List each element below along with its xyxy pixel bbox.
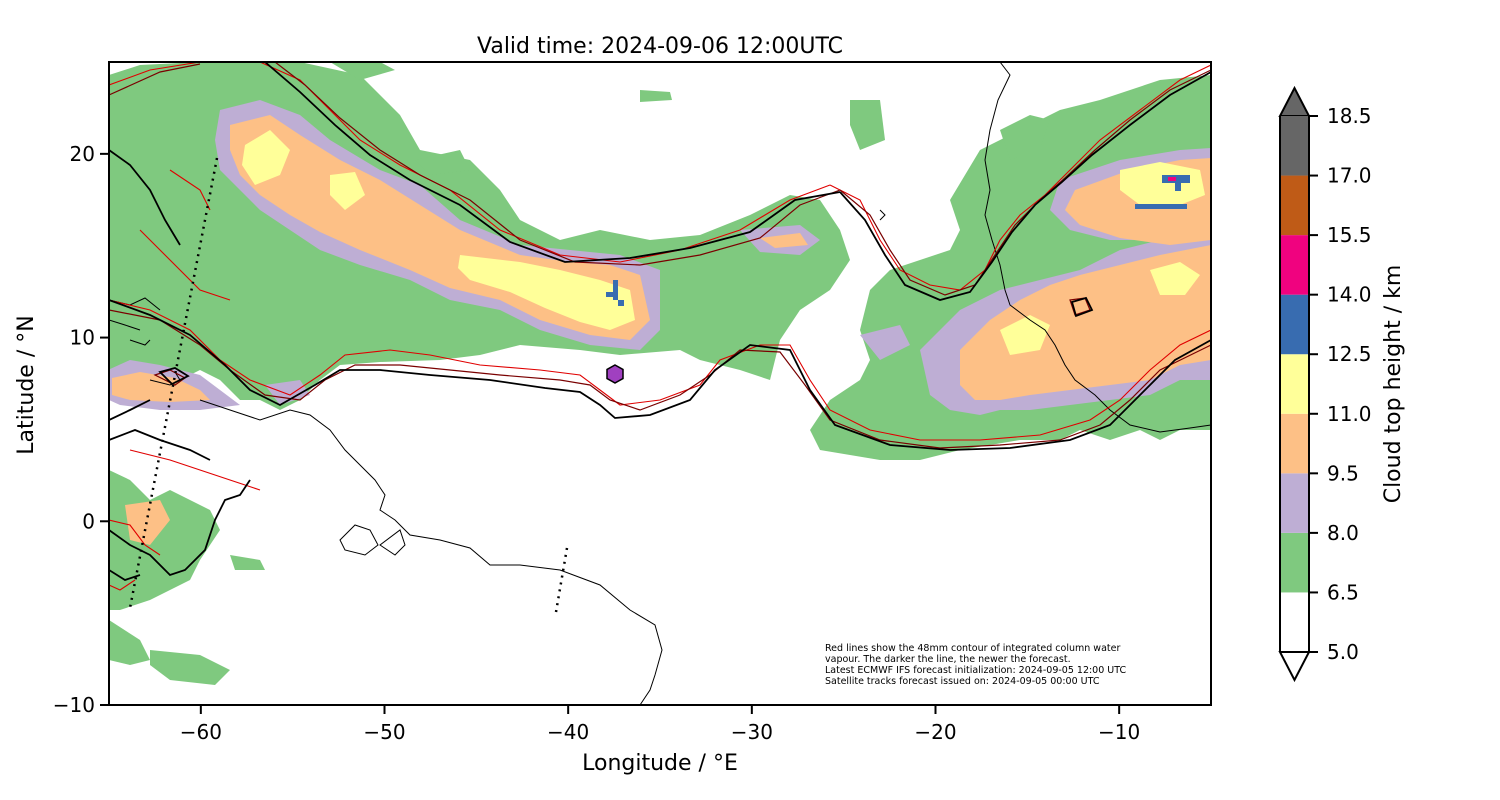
map-area: Red lines show the 48mm contour of integ… bbox=[108, 61, 1212, 706]
coastlines bbox=[109, 62, 1211, 705]
x-tick-label: −60 bbox=[180, 720, 222, 744]
note-line-2: vapour. The darker the line, the newer t… bbox=[825, 654, 1071, 665]
y-tick-label: −10 bbox=[53, 693, 95, 717]
colorbar-outline bbox=[1279, 116, 1310, 652]
x-tick-label: −20 bbox=[914, 720, 956, 744]
y-tick-label: 0 bbox=[82, 509, 95, 533]
colorbar-under-extension bbox=[1278, 651, 1311, 683]
colorbar-segment bbox=[1280, 592, 1309, 652]
x-tick-label: −40 bbox=[547, 720, 589, 744]
x-tick-label: −50 bbox=[363, 720, 405, 744]
colorbar-segment bbox=[1280, 473, 1309, 533]
colorbar-tick-label: 15.5 bbox=[1327, 223, 1372, 247]
note-line-4: Satellite tracks forecast issued on: 202… bbox=[825, 676, 1100, 687]
y-axis-label: Latitude / °N bbox=[14, 315, 39, 454]
colorbar-segment bbox=[1280, 116, 1309, 176]
hexagon-marker-icon bbox=[606, 364, 624, 384]
colorbar-tick-label: 8.0 bbox=[1327, 521, 1359, 545]
y-axis: 20 10 0 −10 bbox=[53, 142, 109, 717]
colorbar-tick-label: 18.5 bbox=[1327, 104, 1372, 128]
iwv-contours-old bbox=[109, 62, 1211, 591]
colorbar: 5.0 6.5 8.0 9.5 11.0 12.5 14.0 15.5 17.0 18.5 bbox=[1278, 85, 1372, 683]
colorbar-tick-label: 17.0 bbox=[1327, 164, 1372, 188]
x-axis: −60 −50 −40 −30 −20 −10 bbox=[180, 705, 1140, 744]
y-tick-label: 20 bbox=[70, 142, 95, 166]
colorbar-segment bbox=[1280, 532, 1309, 593]
colorbar-segment bbox=[1280, 235, 1309, 295]
colorbar-tick-label: 14.0 bbox=[1327, 283, 1372, 307]
colorbar-segment bbox=[1280, 175, 1309, 236]
colorbar-segment bbox=[1280, 354, 1309, 414]
map-frame bbox=[108, 61, 1212, 706]
map-note: Red lines show the 48mm contour of integ… bbox=[825, 643, 1126, 687]
iwv-contours-mid bbox=[109, 62, 1211, 449]
colorbar-label: Cloud top height / km bbox=[1381, 265, 1406, 504]
x-axis-label: Longitude / °E bbox=[582, 751, 738, 776]
colorbar-tick-label: 6.5 bbox=[1327, 580, 1359, 604]
iwv-contours-new bbox=[109, 62, 1211, 581]
map-title: Valid time: 2024-09-06 12:00UTC bbox=[477, 34, 843, 59]
colorbar-tick-label: 9.5 bbox=[1327, 461, 1359, 485]
note-line-1: Red lines show the 48mm contour of integ… bbox=[825, 643, 1120, 654]
colorbar-over-extension bbox=[1278, 85, 1311, 117]
y-tick-label: 10 bbox=[70, 326, 95, 350]
cloud-shading-magenta bbox=[1168, 177, 1176, 181]
x-tick-label: −10 bbox=[1098, 720, 1140, 744]
colorbar-segment bbox=[1280, 294, 1309, 355]
colorbar-tick-label: 12.5 bbox=[1327, 342, 1372, 366]
colorbar-tick-label: 11.0 bbox=[1327, 402, 1372, 426]
colorbar-tick-label: 5.0 bbox=[1327, 640, 1359, 664]
note-line-3: Latest ECMWF IFS forecast initialization… bbox=[825, 665, 1126, 676]
cloud-shading-yellow bbox=[242, 130, 1205, 355]
colorbar-segment bbox=[1280, 413, 1309, 474]
x-tick-label: −30 bbox=[731, 720, 773, 744]
